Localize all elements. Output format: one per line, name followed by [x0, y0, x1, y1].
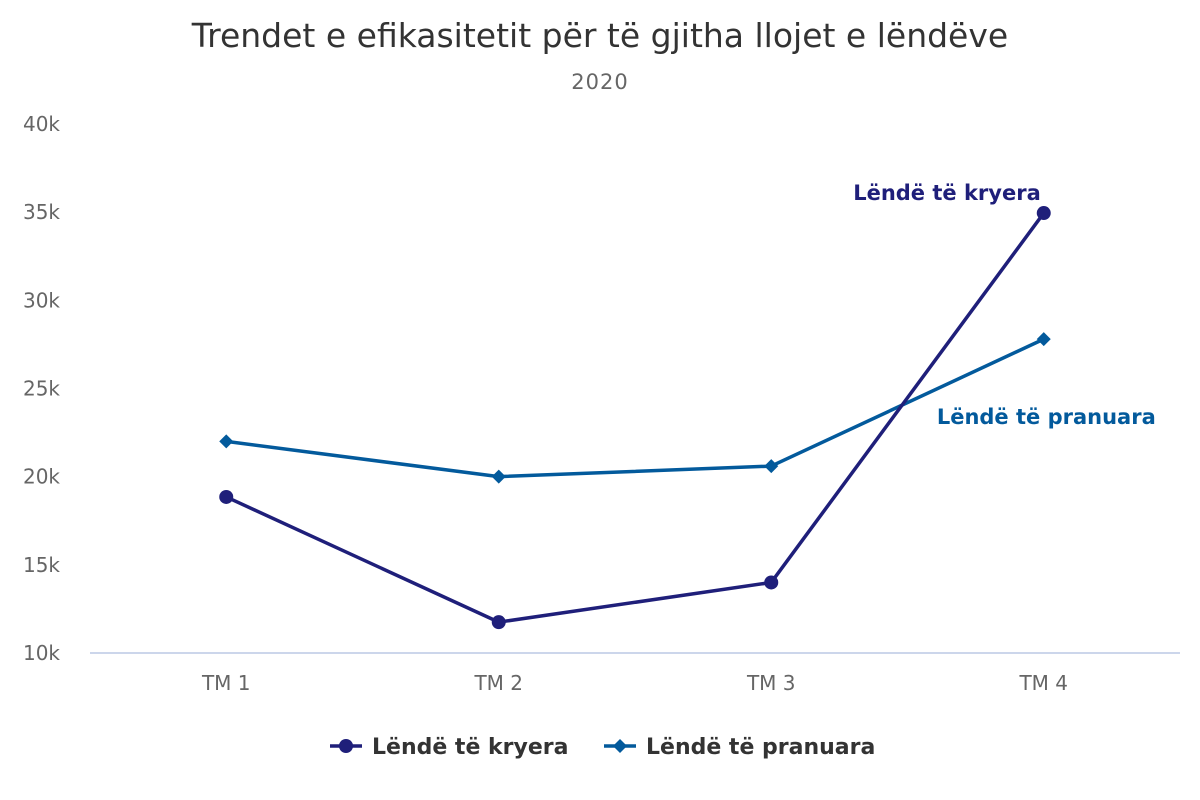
series-layer [219, 206, 1051, 630]
x-tick-label: TM 2 [473, 671, 523, 695]
legend-marker [339, 739, 353, 753]
data-point [1036, 206, 1051, 221]
y-tick-label: 15k [23, 553, 60, 577]
series-end-label: Lëndë të pranuara [937, 405, 1156, 429]
legend-label: Lëndë të kryera [372, 735, 568, 760]
x-tick-label: TM 3 [746, 671, 796, 695]
series-1 [219, 206, 1051, 630]
y-tick-label: 25k [23, 377, 60, 401]
legend: Lëndë të kryera Lëndë të pranuara [330, 735, 875, 760]
data-point [219, 489, 234, 504]
x-axis: TM 1 TM 2 TM 3 TM 4 [201, 671, 1068, 695]
legend-item[interactable]: Lëndë të pranuara [604, 735, 875, 760]
x-tick-label: TM 1 [201, 671, 251, 695]
legend-label: Lëndë të pranuara [646, 735, 875, 760]
chart-subtitle: 2020 [571, 70, 628, 94]
x-tick-label: TM 4 [1018, 671, 1068, 695]
series-labels: Lëndë të kryera Lëndë të pranuara [853, 181, 1156, 429]
legend-item[interactable]: Lëndë të kryera [330, 735, 568, 760]
data-point [764, 459, 779, 474]
y-axis: 10k 15k 20k 25k 30k 35k 40k [23, 112, 60, 665]
legend-marker [613, 739, 627, 753]
data-point [491, 615, 506, 630]
chart-title: Trendet e efikasitetit për të gjitha llo… [191, 16, 1008, 55]
series-line [224, 211, 1046, 624]
series-line [224, 337, 1046, 479]
data-point [1036, 332, 1051, 347]
data-point [764, 575, 779, 590]
y-tick-label: 20k [23, 465, 60, 489]
y-tick-label: 30k [23, 288, 60, 312]
series-end-label: Lëndë të kryera [853, 181, 1041, 205]
data-point [491, 469, 506, 484]
y-tick-label: 10k [23, 641, 60, 665]
y-tick-label: 40k [23, 112, 60, 136]
series-2 [219, 332, 1051, 484]
data-point [219, 434, 234, 449]
y-tick-label: 35k [23, 200, 60, 224]
